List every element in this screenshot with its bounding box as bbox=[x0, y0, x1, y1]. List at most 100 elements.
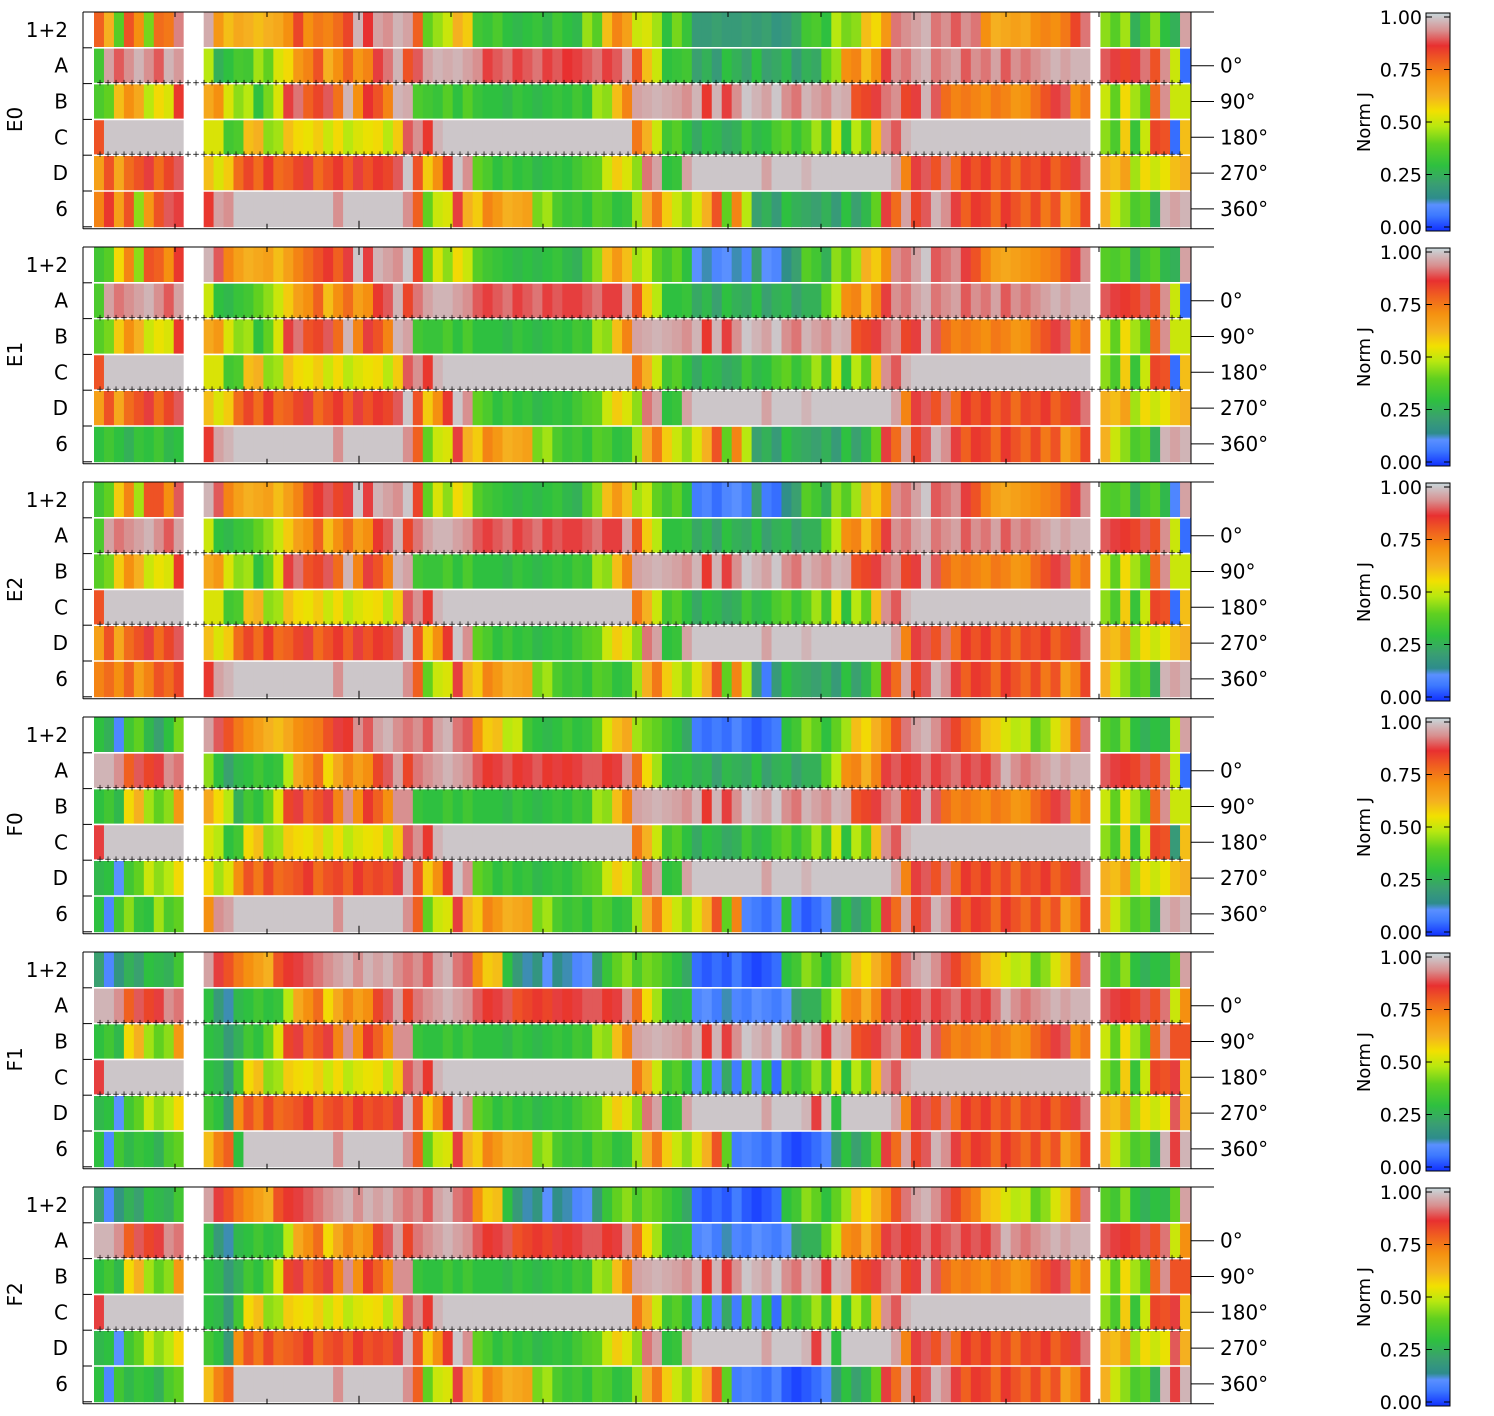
heat-cell bbox=[582, 282, 593, 319]
heat-cell bbox=[691, 247, 703, 284]
heat-cell bbox=[1120, 318, 1131, 355]
boundary-mark: + bbox=[960, 385, 968, 395]
heat-cell bbox=[861, 517, 872, 554]
boundary-mark: + bbox=[792, 1019, 800, 1029]
heat-cell bbox=[103, 1023, 115, 1060]
degree-label: 180° bbox=[1220, 360, 1268, 384]
heat-cell bbox=[920, 553, 932, 590]
boundary-mark: + bbox=[704, 855, 712, 865]
boundary-mark: + bbox=[256, 1019, 264, 1029]
heat-cell bbox=[751, 47, 763, 84]
heat-cell bbox=[283, 589, 294, 626]
boundary-mark: + bbox=[1024, 150, 1032, 160]
heat-cell bbox=[382, 661, 394, 698]
heat-cell bbox=[313, 1131, 324, 1168]
heat-cell bbox=[1140, 717, 1151, 754]
heat-cell bbox=[950, 247, 962, 284]
heat-cell bbox=[542, 589, 553, 626]
boundary-mark: + bbox=[416, 1090, 424, 1100]
heat-cell bbox=[901, 191, 912, 228]
heat-cell bbox=[791, 1023, 803, 1060]
boundary-mark: + bbox=[1144, 620, 1152, 630]
boundary-mark: + bbox=[616, 1090, 624, 1100]
heat-cell bbox=[651, 318, 663, 355]
heat-cell bbox=[372, 191, 384, 228]
heat-cell bbox=[861, 987, 872, 1024]
heat-cell bbox=[363, 247, 374, 284]
heat-cell bbox=[123, 553, 135, 590]
heat-cell bbox=[871, 318, 882, 355]
heat-cell bbox=[502, 1059, 514, 1096]
heat-cell bbox=[153, 717, 165, 754]
heat-cell bbox=[1110, 1059, 1121, 1096]
heat-cell bbox=[163, 553, 175, 590]
boundary-mark: + bbox=[856, 1019, 864, 1029]
heat-cell bbox=[293, 553, 304, 590]
heat-cell bbox=[432, 1023, 444, 1060]
boundary-mark: + bbox=[496, 79, 504, 89]
heat-cell bbox=[392, 1131, 404, 1168]
boundary-mark: + bbox=[1096, 1019, 1104, 1029]
heat-cell bbox=[691, 717, 703, 754]
heat-cell bbox=[442, 318, 454, 355]
heat-cell bbox=[1060, 191, 1072, 228]
heat-cell bbox=[930, 354, 942, 391]
boundary-mark: + bbox=[192, 79, 200, 89]
heat-cell bbox=[303, 1095, 314, 1132]
boundary-mark: + bbox=[536, 549, 544, 559]
heat-cell bbox=[372, 1059, 384, 1096]
heat-cell bbox=[681, 661, 693, 698]
boundary-mark: + bbox=[1176, 385, 1184, 395]
heat-cell bbox=[502, 83, 514, 120]
boundary-mark: + bbox=[760, 79, 768, 89]
heat-cell bbox=[1120, 155, 1131, 192]
boundary-mark: + bbox=[984, 620, 992, 630]
heat-cell bbox=[303, 482, 314, 519]
heat-cell bbox=[661, 1131, 673, 1168]
boundary-mark: + bbox=[920, 79, 928, 89]
heat-cell bbox=[492, 354, 504, 391]
heat-cell bbox=[103, 247, 115, 284]
heat-cell bbox=[1070, 390, 1081, 427]
boundary-mark: + bbox=[824, 314, 832, 324]
colorbar-tick-label: 0.50 bbox=[1380, 817, 1422, 839]
heat-cell bbox=[552, 119, 563, 156]
boundary-mark: + bbox=[616, 549, 624, 559]
boundary-mark: + bbox=[832, 150, 840, 160]
heat-cell bbox=[721, 824, 733, 861]
heat-cell bbox=[153, 860, 165, 897]
heat-cell bbox=[333, 860, 344, 897]
heat-cell bbox=[253, 896, 264, 933]
heat-cell bbox=[333, 589, 344, 626]
heat-cell bbox=[622, 155, 633, 192]
boundary-mark: + bbox=[816, 855, 824, 865]
heat-cell bbox=[442, 155, 454, 192]
boundary-mark: + bbox=[576, 784, 584, 794]
heat-cell bbox=[532, 553, 543, 590]
heat-cell bbox=[940, 625, 952, 662]
heat-cell bbox=[940, 191, 952, 228]
heat-cell bbox=[562, 661, 573, 698]
boundary-mark: + bbox=[464, 1019, 472, 1029]
heat-cell bbox=[323, 1023, 334, 1060]
heat-cell bbox=[841, 12, 852, 49]
heat-cell bbox=[313, 318, 324, 355]
heat-cell bbox=[1140, 155, 1151, 192]
heat-cell bbox=[1070, 625, 1081, 662]
heat-cell bbox=[891, 83, 902, 120]
heat-cell bbox=[263, 282, 274, 319]
heat-cell bbox=[512, 354, 524, 391]
heat-cell bbox=[920, 824, 932, 861]
heat-cell bbox=[1140, 47, 1151, 84]
heat-cell bbox=[1120, 1059, 1131, 1096]
heat-cell bbox=[1180, 318, 1191, 355]
heat-cell bbox=[1170, 824, 1181, 861]
heat-cell bbox=[1060, 860, 1072, 897]
heat-cell bbox=[472, 661, 484, 698]
heat-cell bbox=[1080, 155, 1091, 192]
heat-cell bbox=[1180, 517, 1191, 554]
boundary-mark: + bbox=[232, 314, 240, 324]
heat-cell bbox=[960, 952, 972, 989]
heat-cell bbox=[1030, 482, 1042, 519]
boundary-mark: + bbox=[1032, 79, 1040, 89]
